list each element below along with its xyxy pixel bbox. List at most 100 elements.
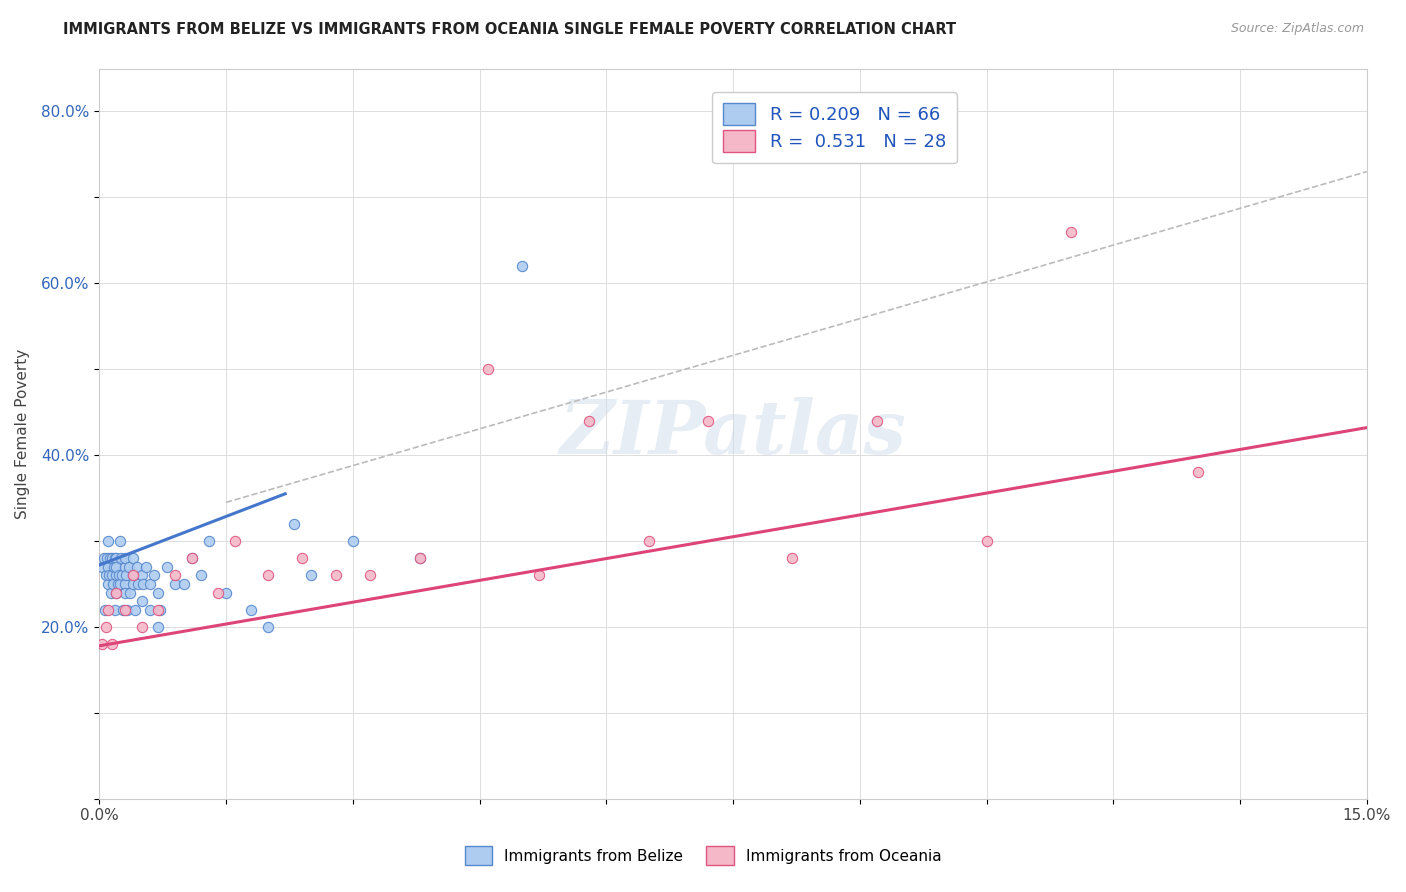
Point [96,551,118,566]
Point [866,414,889,428]
Point [115,603,138,617]
Point [114,577,136,591]
Point [1060,225,1083,239]
Point [696,414,718,428]
Legend: R = 0.209   N = 66, R =  0.531   N = 28: R = 0.209 N = 66, R = 0.531 N = 28 [711,92,957,163]
Point [291,551,314,566]
Point [257,620,280,634]
Point [578,414,600,428]
Point [94,568,117,582]
Point [139,603,162,617]
Point [111,603,134,617]
Point [527,568,550,582]
Point [122,551,145,566]
Point [181,551,204,566]
Point [131,594,153,608]
Point [215,585,238,599]
Point [93,551,115,566]
Point [105,559,128,574]
Point [110,577,132,591]
Point [114,603,136,617]
Point [114,585,136,599]
Point [148,585,170,599]
Point [105,585,128,599]
Point [114,551,136,566]
Text: Source: ZipAtlas.com: Source: ZipAtlas.com [1230,22,1364,36]
Point [127,577,149,591]
Point [165,568,187,582]
Point [122,568,145,582]
Point [111,568,134,582]
Point [110,551,132,566]
Point [115,568,138,582]
Point [122,568,145,582]
Point [165,577,187,591]
Point [325,568,347,582]
Point [118,559,141,574]
Point [100,585,122,599]
Point [131,568,153,582]
Point [510,259,533,273]
Point [132,577,155,591]
Point [97,603,120,617]
Point [143,568,166,582]
Point [105,568,128,582]
Point [90,559,112,574]
Point [149,603,172,617]
Point [118,585,141,599]
Point [104,603,127,617]
Point [98,568,121,582]
Point [101,551,124,566]
Point [94,603,117,617]
Point [108,534,131,549]
Point [98,551,121,566]
Point [173,577,195,591]
Point [94,620,117,634]
Point [114,559,136,574]
Point [131,620,153,634]
Point [240,603,263,617]
Point [90,637,112,651]
Point [181,551,204,566]
Point [101,637,124,651]
Point [780,551,803,566]
Point [299,568,322,582]
Point [105,551,128,566]
Point [409,551,432,566]
Point [148,620,170,634]
Point [283,516,305,531]
Point [107,568,129,582]
Point [139,577,162,591]
Point [97,534,120,549]
Point [976,534,998,549]
Point [105,585,128,599]
Point [207,585,229,599]
Text: ZIPatlas: ZIPatlas [560,398,907,470]
Point [101,577,124,591]
Point [257,568,280,582]
Y-axis label: Single Female Poverty: Single Female Poverty [15,349,30,519]
Point [1187,465,1209,479]
Point [148,603,170,617]
Point [156,559,179,574]
Point [477,362,499,376]
Point [97,559,120,574]
Point [409,551,432,566]
Legend: Immigrants from Belize, Immigrants from Oceania: Immigrants from Belize, Immigrants from … [458,840,948,871]
Point [124,603,146,617]
Point [122,577,145,591]
Point [224,534,246,549]
Point [359,568,381,582]
Point [97,577,120,591]
Point [101,568,124,582]
Point [198,534,221,549]
Point [103,551,125,566]
Point [342,534,364,549]
Point [103,559,125,574]
Text: IMMIGRANTS FROM BELIZE VS IMMIGRANTS FROM OCEANIA SINGLE FEMALE POVERTY CORRELAT: IMMIGRANTS FROM BELIZE VS IMMIGRANTS FRO… [63,22,956,37]
Point [190,568,212,582]
Point [107,577,129,591]
Point [637,534,659,549]
Point [125,559,148,574]
Point [135,559,157,574]
